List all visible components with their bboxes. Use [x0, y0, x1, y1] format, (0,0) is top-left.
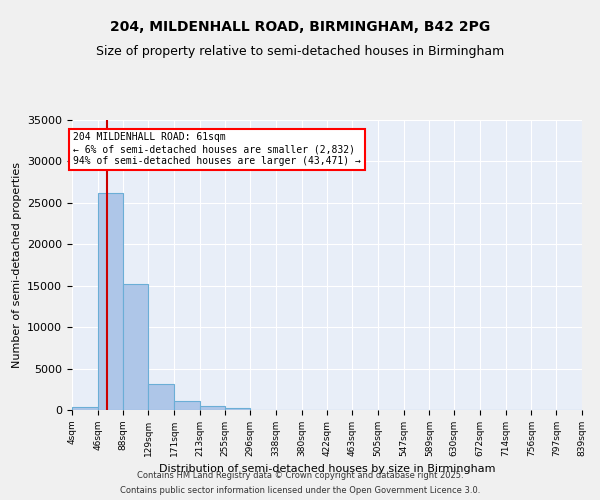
Bar	[98, 193, 124, 410]
Bar	[124, 284, 148, 410]
Text: 204, MILDENHALL ROAD, BIRMINGHAM, B42 2PG: 204, MILDENHALL ROAD, BIRMINGHAM, B42 2P…	[110, 20, 490, 34]
Text: Contains HM Land Registry data © Crown copyright and database right 2025.: Contains HM Land Registry data © Crown c…	[137, 471, 463, 480]
Bar	[72, 406, 98, 410]
Text: 204 MILDENHALL ROAD: 61sqm
← 6% of semi-detached houses are smaller (2,832)
94% : 204 MILDENHALL ROAD: 61sqm ← 6% of semi-…	[73, 132, 361, 166]
Bar	[148, 384, 174, 410]
Bar	[226, 408, 250, 410]
Text: Contains public sector information licensed under the Open Government Licence 3.: Contains public sector information licen…	[120, 486, 480, 495]
X-axis label: Distribution of semi-detached houses by size in Birmingham: Distribution of semi-detached houses by …	[159, 464, 495, 474]
Text: Size of property relative to semi-detached houses in Birmingham: Size of property relative to semi-detach…	[96, 45, 504, 58]
Bar	[200, 406, 226, 410]
Bar	[174, 401, 200, 410]
Y-axis label: Number of semi-detached properties: Number of semi-detached properties	[11, 162, 22, 368]
